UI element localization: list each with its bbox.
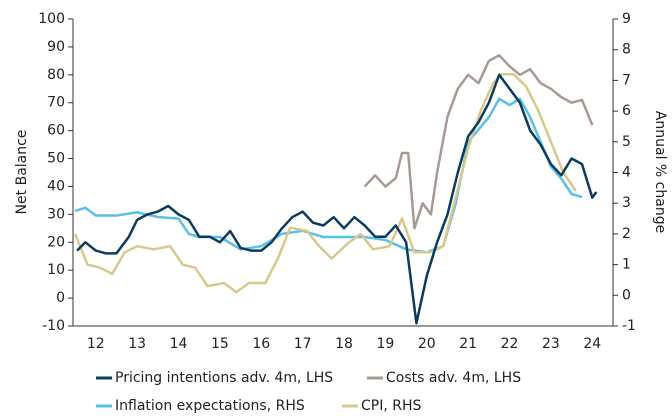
y2-tick-label: 4 [622, 165, 631, 181]
y-tick-label: 30 [47, 206, 65, 222]
series-line [363, 54, 594, 230]
y-tick-label: 80 [47, 67, 65, 83]
x-tick-label: 23 [542, 336, 560, 352]
x-tick-label: 24 [583, 336, 601, 352]
x-tick-label: 22 [501, 336, 519, 352]
series-line [73, 73, 577, 294]
legend-label: Pricing intentions adv. 4m, LHS [115, 370, 333, 386]
x-tick-label: 20 [418, 336, 436, 352]
y2-tick-label: 5 [622, 134, 631, 150]
y2-tick-label: 9 [622, 11, 631, 27]
y-tick-label: 90 [47, 39, 65, 55]
y2-tick-label: 2 [622, 226, 631, 242]
y-tick-label: 70 [47, 95, 65, 111]
y2-tick-label: 8 [622, 42, 631, 58]
legend-label: CPI, RHS [361, 398, 422, 414]
legend-label: Costs adv. 4m, LHS [386, 370, 521, 386]
x-tick-label: 16 [252, 336, 270, 352]
x-tick-label: 18 [335, 336, 353, 352]
y2-tick-label: -1 [622, 318, 636, 334]
x-tick-label: 21 [459, 336, 477, 352]
x-tick-label: 15 [211, 336, 229, 352]
y2-tick-label: 3 [622, 195, 631, 211]
legend-label: Inflation expectations, RHS [115, 398, 305, 414]
series-line [74, 97, 583, 254]
y-tick-label: 10 [47, 262, 65, 278]
y-axis-label: Net Balance [14, 130, 30, 215]
x-tick-label: 13 [128, 336, 146, 352]
x-tick-label: 19 [376, 336, 394, 352]
y2-tick-label: 1 [622, 257, 631, 273]
y-tick-label: 50 [47, 151, 65, 167]
y2-tick-label: 6 [622, 103, 631, 119]
x-tick-label: 12 [87, 336, 105, 352]
x-tick-label: 17 [294, 336, 312, 352]
x-tick-label: 14 [170, 336, 188, 352]
y2-axis-label: Annual % change [652, 111, 668, 233]
y-tick-label: 60 [47, 123, 65, 139]
y2-tick-label: 0 [622, 287, 631, 303]
y-tick-label: 40 [47, 178, 65, 194]
series-line [76, 73, 598, 325]
y-tick-label: 0 [56, 290, 65, 306]
y-tick-label: -10 [42, 318, 65, 334]
y2-tick-label: 7 [622, 72, 631, 88]
y-tick-label: 100 [38, 11, 65, 27]
y-tick-label: 20 [47, 234, 65, 250]
